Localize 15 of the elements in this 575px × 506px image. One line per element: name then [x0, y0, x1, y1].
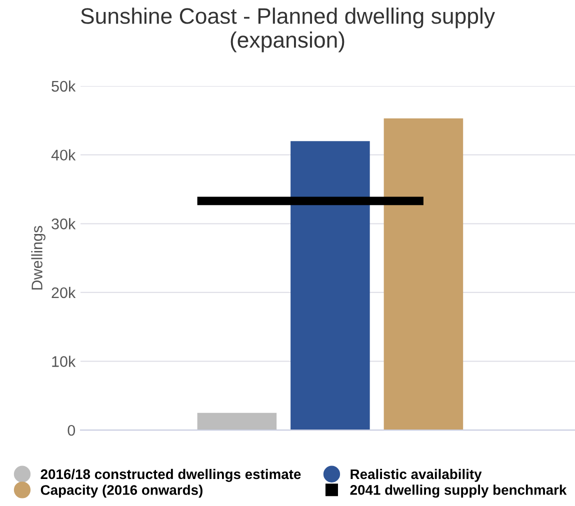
- y-tick-label: 0: [68, 424, 76, 436]
- legend-label: 2041 dwelling supply benchmark: [350, 484, 567, 498]
- y-tick-label: 40k: [51, 149, 76, 161]
- chart-title: Sunshine Coast - Planned dwelling supply (expansion): [80, 8, 496, 52]
- bar: [197, 412, 277, 430]
- legend-label: Capacity (2016 onwards): [40, 484, 202, 498]
- bar: [384, 118, 464, 430]
- y-tick-label: 20k: [52, 286, 76, 298]
- y-axis-title: Dwellings: [31, 226, 46, 290]
- y-tick-label: 30k: [52, 218, 76, 230]
- bar: [290, 141, 370, 430]
- legend-label: Realistic availability: [350, 468, 482, 482]
- y-tick-label: 50k: [52, 80, 76, 92]
- y-tick-label: 10k: [52, 356, 76, 367]
- legend-label: 2016/18 constructed dwellings estimate: [40, 468, 301, 482]
